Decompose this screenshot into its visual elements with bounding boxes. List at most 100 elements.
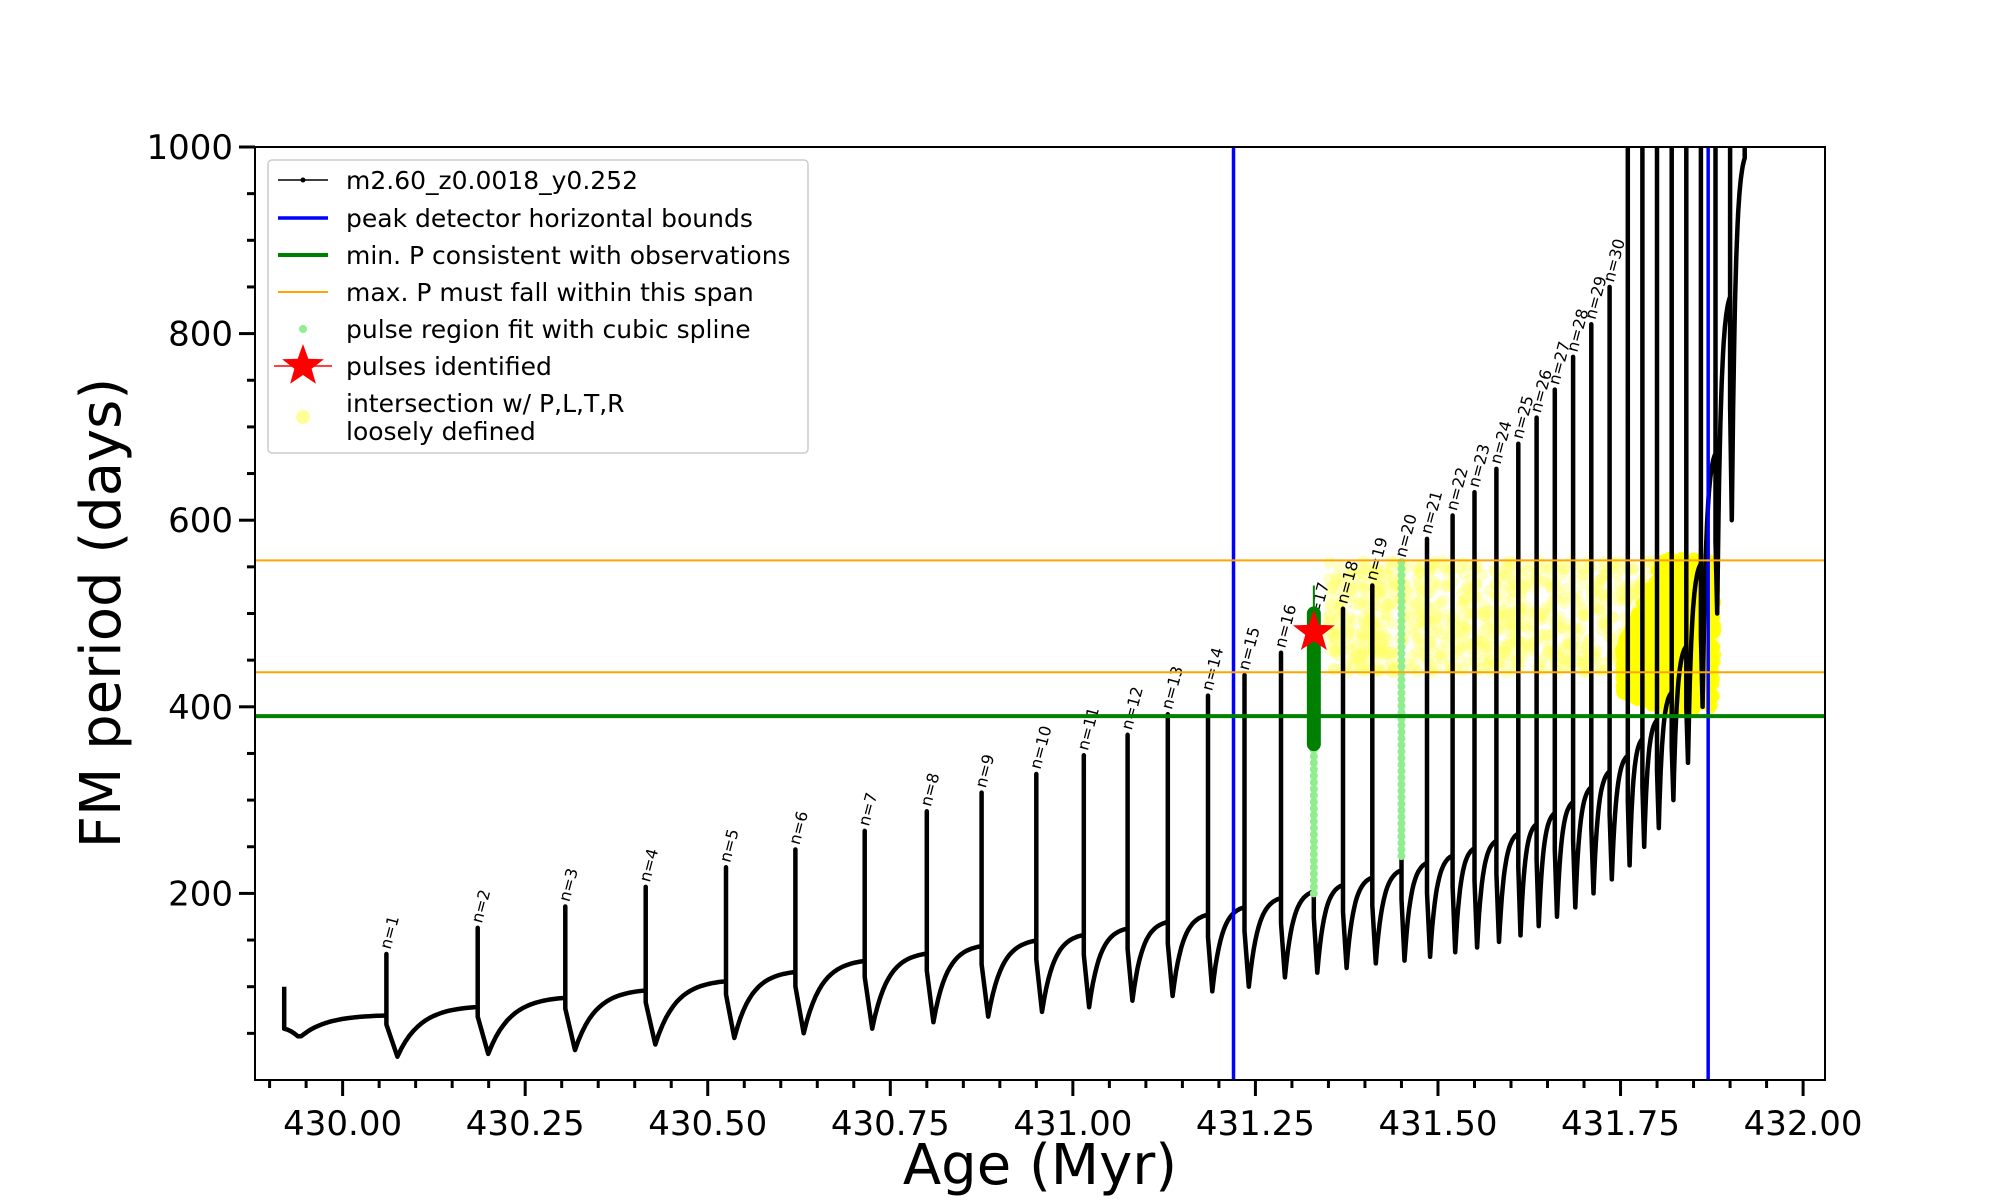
intersection-point	[1429, 626, 1442, 639]
intersection-point	[1387, 573, 1400, 586]
intersection-point	[1355, 627, 1368, 640]
intersection-point	[1615, 665, 1628, 678]
intersection-point	[1454, 643, 1467, 656]
intersection-point	[1501, 648, 1514, 661]
intersection-point	[1330, 570, 1343, 583]
intersection-point	[1413, 564, 1426, 577]
intersection-point	[1538, 575, 1551, 588]
spline-point	[1397, 773, 1406, 782]
intersection-point	[1574, 607, 1587, 620]
intersection-point	[1455, 599, 1468, 612]
intersection-point	[1356, 632, 1369, 645]
intersection-point	[1593, 603, 1606, 616]
intersection-point	[1429, 607, 1442, 620]
intersection-point	[1504, 639, 1517, 652]
intersection-point	[1331, 573, 1344, 586]
spline-point	[1397, 852, 1406, 861]
x-tick-label: 430.25	[466, 1104, 585, 1144]
intersection-point	[1415, 585, 1428, 598]
intersection-point	[1435, 652, 1448, 665]
y-tick-label: 200	[168, 874, 233, 914]
intersection-point	[1325, 599, 1338, 612]
intersection-point	[1384, 649, 1397, 662]
intersection-point	[1413, 638, 1426, 651]
intersection-point	[1438, 560, 1451, 573]
intersection-point	[1577, 657, 1590, 670]
spline-point	[1309, 863, 1318, 872]
spline-point	[1397, 597, 1406, 606]
intersection-point	[1346, 653, 1359, 666]
intersection-point	[1339, 578, 1352, 591]
spline-point	[1309, 856, 1318, 865]
intersection-point	[1629, 613, 1642, 626]
intersection-point	[1520, 600, 1533, 613]
intersection-point	[1415, 560, 1428, 573]
intersection-point	[1597, 562, 1610, 575]
intersection-point	[1344, 637, 1357, 650]
intersection-point	[1477, 606, 1490, 619]
intersection-point	[1475, 568, 1488, 581]
intersection-point	[1656, 628, 1669, 641]
intersection-point	[1497, 583, 1510, 596]
intersection-point	[1576, 568, 1589, 581]
pulse-label: n=9	[971, 752, 998, 790]
intersection-point	[1328, 578, 1341, 591]
intersection-point	[1334, 561, 1347, 574]
intersection-point	[1560, 659, 1573, 672]
spline-point	[1309, 765, 1318, 774]
intersection-point	[1411, 609, 1424, 622]
intersection-point	[1461, 638, 1474, 651]
intersection-point	[1330, 622, 1343, 635]
intersection-point	[1504, 633, 1517, 646]
intersection-point	[1370, 563, 1383, 576]
x-tick-label: 431.75	[1561, 1104, 1680, 1144]
intersection-point	[1385, 655, 1398, 668]
spline-point	[1397, 649, 1406, 658]
intersection-point	[1576, 609, 1589, 622]
spline-point	[1397, 780, 1406, 789]
intersection-point	[1560, 617, 1573, 630]
intersection-point	[1614, 562, 1627, 575]
intersection-point	[1415, 615, 1428, 628]
intersection-point	[1370, 562, 1383, 575]
intersection-point	[1360, 584, 1373, 597]
intersection-point	[1351, 654, 1364, 667]
intersection-point	[1362, 563, 1375, 576]
intersection-point	[1411, 573, 1424, 586]
intersection-point	[1357, 626, 1370, 639]
pulse-label: n=15	[1234, 625, 1264, 672]
intersection-point	[1522, 645, 1535, 658]
intersection-point	[1329, 633, 1342, 646]
spline-point	[1397, 616, 1406, 625]
intersection-point	[1344, 643, 1357, 656]
spline-point	[1309, 830, 1318, 839]
spline-point	[1397, 806, 1406, 815]
intersection-point	[1484, 615, 1497, 628]
intersection-point	[1461, 559, 1474, 572]
intersection-point	[1542, 629, 1555, 642]
intersection-point	[1359, 630, 1372, 643]
intersection-point	[1439, 636, 1452, 649]
intersection-point	[1455, 595, 1468, 608]
intersection-point	[1368, 565, 1381, 578]
pulse-label: n=10	[1026, 724, 1056, 771]
spline-point	[1309, 869, 1318, 878]
intersection-point	[1506, 585, 1519, 598]
intersection-point	[1409, 597, 1422, 610]
intersection-point	[1373, 588, 1386, 601]
intersection-point	[1323, 556, 1336, 569]
intersection-point	[1519, 619, 1532, 632]
intersection-point	[1456, 587, 1469, 600]
intersection-point	[1411, 595, 1424, 608]
intersection-point	[1539, 611, 1552, 624]
intersection-point	[1326, 628, 1339, 641]
intersection-point	[1557, 592, 1570, 605]
intersection-point	[1573, 641, 1586, 654]
intersection-point	[1499, 604, 1512, 617]
intersection-point	[1344, 585, 1357, 598]
intersection-point	[1354, 650, 1367, 663]
intersection-point	[1561, 638, 1574, 651]
intersection-point	[1345, 583, 1358, 596]
intersection-point	[1498, 594, 1511, 607]
